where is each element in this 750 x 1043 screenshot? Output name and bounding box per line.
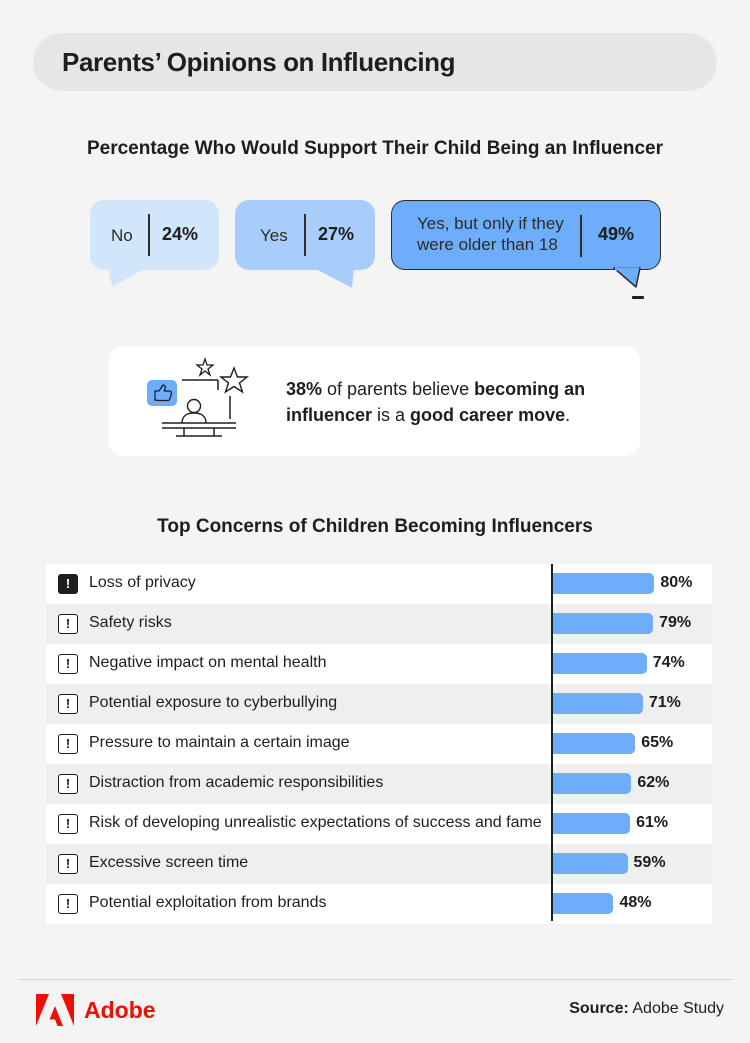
concerns-section-title: Top Concerns of Children Becoming Influe… <box>157 516 593 537</box>
bubble-no: No 24% <box>90 200 219 270</box>
warning-icon: ! <box>58 694 78 714</box>
bubble-no-label: No <box>111 226 133 245</box>
bubble-no-value: 24% <box>162 224 199 244</box>
warning-icon: ! <box>58 774 78 794</box>
concern-row: ! Safety risks 79% <box>46 604 712 644</box>
star-icon <box>219 366 249 394</box>
concern-label: Loss of privacy <box>89 574 196 591</box>
concern-bar <box>552 813 631 834</box>
footer-divider <box>18 979 732 980</box>
thumbs-up-icon <box>154 384 173 402</box>
warning-icon: ! <box>58 894 78 914</box>
concern-label: Pressure to maintain a certain image <box>89 734 350 751</box>
concern-label: Excessive screen time <box>89 854 249 871</box>
bubble-divider <box>580 215 582 257</box>
concern-bar <box>552 653 647 674</box>
concern-value: 59% <box>633 854 666 871</box>
bubble-yes-value: 27% <box>318 224 355 244</box>
brand-name: Adobe <box>84 997 156 1023</box>
concern-value: 80% <box>660 574 693 591</box>
concern-bar <box>552 733 636 754</box>
concern-bar <box>552 853 628 874</box>
concern-bar <box>552 573 655 594</box>
warning-icon: ! <box>58 734 78 754</box>
page-title: Parents’ Opinions on Influencing <box>62 47 456 77</box>
bubble-older-label-line2: were older than 18 <box>417 235 558 254</box>
support-section-title: Percentage Who Would Support Their Child… <box>86 138 663 159</box>
concern-row: ! Excessive screen time 59% <box>46 844 712 884</box>
career-card: 38% of parents believe becoming an influ… <box>109 346 640 456</box>
concern-label: Negative impact on mental health <box>89 654 327 671</box>
adobe-logo-icon <box>36 994 74 1026</box>
warning-icon: ! <box>58 574 78 594</box>
warning-icon: ! <box>58 614 78 634</box>
concern-value: 79% <box>659 614 692 631</box>
source-note: Source: Adobe Study <box>569 1000 724 1017</box>
bubble-yes-tail <box>314 268 354 288</box>
concern-row: ! Potential exposure to cyberbullying 71% <box>46 684 712 724</box>
career-card-text: 38% of parents believe becoming an influ… <box>286 379 586 425</box>
bubble-yes-label: Yes <box>260 226 288 245</box>
warning-icon: ! <box>58 814 78 834</box>
concern-value: 61% <box>636 814 669 831</box>
concern-row: ! Distraction from academic responsibilit… <box>46 764 712 804</box>
concern-bar <box>552 613 654 634</box>
concern-bar <box>552 773 632 794</box>
concern-row: ! Risk of developing unrealistic expectat… <box>46 804 712 844</box>
chart-axis-line <box>551 564 553 921</box>
bubble-older-tail <box>613 267 641 288</box>
bubble-divider <box>148 214 150 256</box>
bubble-yes: Yes 27% <box>235 200 375 270</box>
concern-value: 48% <box>619 894 652 911</box>
bubble-divider <box>304 214 306 256</box>
concern-value: 71% <box>648 694 681 711</box>
concern-label: Safety risks <box>89 614 172 631</box>
concern-value: 65% <box>641 734 674 751</box>
bubble-older-value: 49% <box>598 224 635 244</box>
text-cursor-mark <box>632 296 644 299</box>
influencer-desk-illustration <box>147 356 249 437</box>
career-pct: 38% <box>286 379 323 399</box>
concern-value: 74% <box>652 654 685 671</box>
warning-icon: ! <box>58 854 78 874</box>
concern-row: ! Negative impact on mental health 74% <box>46 644 712 684</box>
concern-row: ! Potential exploitation from brands 48% <box>46 884 712 924</box>
bubble-older-label-line1: Yes, but only if they <box>417 214 564 233</box>
small-star-icon <box>195 356 215 377</box>
warning-icon: ! <box>58 654 78 674</box>
concern-label: Risk of developing unrealistic expectati… <box>89 814 542 831</box>
bubble-older: Yes, but only if they were older than 18… <box>391 200 661 270</box>
title-banner: Parents’ Opinions on Influencing <box>33 33 717 91</box>
concern-row: ! Loss of privacy 80% <box>46 564 712 604</box>
concern-bar <box>552 693 643 714</box>
bubble-no-tail <box>108 268 146 287</box>
concern-bar <box>552 893 614 914</box>
concern-value: 62% <box>637 774 670 791</box>
concern-label: Potential exploitation from brands <box>89 894 327 911</box>
concern-label: Potential exposure to cyberbullying <box>89 694 338 711</box>
concern-row: ! Pressure to maintain a certain image 65% <box>46 724 712 764</box>
concern-label: Distraction from academic responsibiliti… <box>89 774 384 791</box>
